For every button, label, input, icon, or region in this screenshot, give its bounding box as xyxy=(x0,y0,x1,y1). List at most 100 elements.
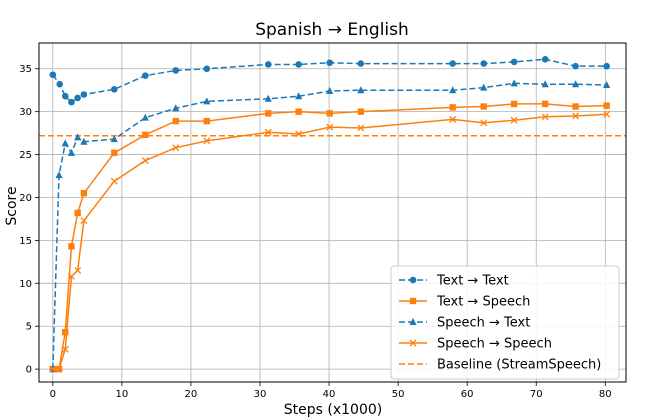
data-point xyxy=(542,100,549,108)
legend-label: Text → Speech xyxy=(436,295,530,310)
data-point xyxy=(67,148,76,156)
legend-item: Speech → Speech xyxy=(399,337,552,352)
data-point xyxy=(326,59,334,67)
x-tick-label: 10 xyxy=(116,389,129,400)
data-point xyxy=(61,92,69,100)
x-tick-label: 20 xyxy=(185,389,198,400)
legend-item: Speech → Text xyxy=(399,316,530,331)
data-point xyxy=(141,157,149,165)
data-point xyxy=(357,60,365,67)
x-marker-stroke xyxy=(326,123,334,131)
data-point xyxy=(203,65,211,73)
data-point xyxy=(357,108,365,115)
data-point xyxy=(449,86,457,94)
data-point xyxy=(449,60,456,67)
series-layer xyxy=(49,56,611,373)
series-line xyxy=(52,82,607,370)
y-tick-label: 0 xyxy=(26,365,32,376)
series-4 xyxy=(49,110,611,373)
data-point xyxy=(541,80,549,88)
data-point xyxy=(110,86,118,93)
x-tick-label: 60 xyxy=(461,389,474,400)
data-point xyxy=(62,329,69,336)
y-tick-label: 30 xyxy=(19,107,32,118)
legend-marker xyxy=(409,297,417,305)
legend-item: Text → Text xyxy=(399,274,509,289)
x-marker-stroke xyxy=(74,266,82,274)
x-marker-stroke xyxy=(172,144,180,152)
data-point xyxy=(326,123,334,131)
data-point xyxy=(571,80,580,88)
data-point xyxy=(110,135,118,143)
y-axis-label: Score xyxy=(4,186,20,225)
series-3 xyxy=(49,79,611,373)
y-tick-label: 25 xyxy=(19,150,32,161)
y-tick-label: 5 xyxy=(26,322,32,333)
x-tick-label: 40 xyxy=(323,389,336,400)
data-point xyxy=(55,171,63,179)
y-tick-label: 35 xyxy=(19,64,32,75)
data-point xyxy=(541,113,549,121)
data-point xyxy=(326,87,334,95)
legend-label: Baseline (StreamSpeech) xyxy=(437,358,601,373)
data-point xyxy=(357,86,365,94)
x-tick-label: 0 xyxy=(50,389,56,400)
data-point xyxy=(74,133,82,141)
x-marker-stroke xyxy=(264,128,272,136)
x-marker-stroke xyxy=(61,345,69,353)
x-marker-stroke xyxy=(480,119,488,127)
axis-ticks: 0 10 20 30 40 50 60 70 80 0 5 10 15 20 25 30 35 xyxy=(19,64,611,400)
legend-marker xyxy=(409,339,417,347)
series-1 xyxy=(49,56,610,106)
x-tick-label: 30 xyxy=(254,389,267,400)
x-axis-label: Steps (x1000) xyxy=(284,402,382,418)
data-point xyxy=(74,266,82,274)
data-point xyxy=(295,108,302,115)
data-point xyxy=(74,94,81,102)
legend-label: Speech → Text xyxy=(437,316,530,331)
data-point xyxy=(265,110,272,117)
data-point xyxy=(142,131,149,139)
x-marker-stroke xyxy=(80,217,88,225)
data-point xyxy=(111,149,118,157)
x-marker-stroke xyxy=(55,365,63,373)
x-tick-label: 80 xyxy=(599,389,612,400)
data-point xyxy=(172,117,179,125)
data-point xyxy=(603,81,611,89)
data-point xyxy=(56,80,64,88)
data-point xyxy=(68,98,75,106)
x-marker-stroke xyxy=(357,124,365,132)
data-point xyxy=(80,137,88,145)
data-point xyxy=(80,189,88,197)
data-point xyxy=(541,56,549,63)
x-marker-stroke xyxy=(49,365,57,373)
x-marker-stroke xyxy=(203,137,211,145)
x-marker-stroke xyxy=(603,110,611,118)
x-marker-stroke xyxy=(572,112,580,120)
data-point xyxy=(572,62,579,70)
x-marker-stroke xyxy=(541,113,549,121)
x-marker-stroke xyxy=(141,157,149,165)
data-point xyxy=(510,116,518,124)
data-point xyxy=(264,61,272,68)
data-point xyxy=(55,365,63,373)
data-point xyxy=(141,113,149,121)
chart-title: Spanish → English xyxy=(255,20,409,40)
data-point xyxy=(480,103,487,110)
data-point xyxy=(49,365,57,373)
data-point xyxy=(295,92,303,100)
data-point xyxy=(61,139,69,147)
data-point xyxy=(357,124,365,132)
data-point xyxy=(142,72,149,79)
legend-item: Text → Speech xyxy=(399,295,530,310)
data-point xyxy=(264,128,272,136)
data-point xyxy=(510,58,518,66)
data-point xyxy=(603,102,610,109)
data-point xyxy=(295,130,303,138)
data-point xyxy=(172,67,180,74)
x-marker-stroke xyxy=(67,272,75,280)
legend-marker xyxy=(409,318,417,325)
x-marker-stroke xyxy=(409,339,417,347)
legend: Text → Text Text → Speech Speech → Text Spe… xyxy=(390,265,620,380)
